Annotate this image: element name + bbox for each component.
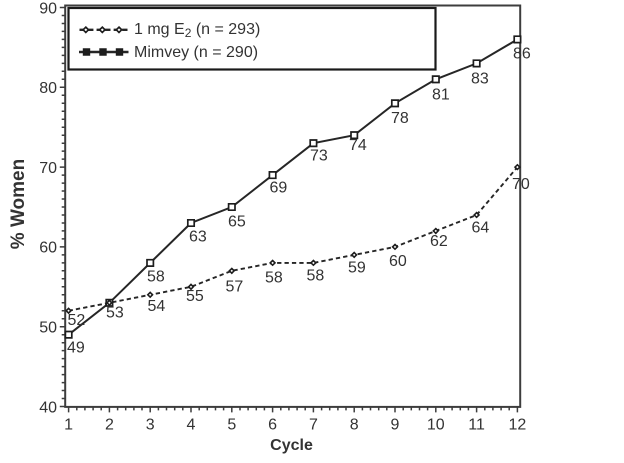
svg-text:1 mg E2 (n = 293): 1 mg E2 (n = 293) [134,21,260,40]
svg-text:69: 69 [270,180,288,197]
svg-text:83: 83 [471,71,489,88]
svg-text:55: 55 [186,288,204,305]
svg-text:10: 10 [427,417,445,434]
svg-text:60: 60 [39,240,57,257]
svg-text:1: 1 [64,417,73,434]
svg-text:4: 4 [187,417,196,434]
svg-text:58: 58 [147,269,165,286]
svg-text:49: 49 [67,340,85,357]
svg-text:Mimvey (n = 290): Mimvey (n = 290) [134,44,258,61]
svg-text:86: 86 [513,46,531,63]
svg-text:7: 7 [309,417,318,434]
svg-text:73: 73 [310,148,328,165]
svg-text:11: 11 [468,417,485,434]
svg-text:54: 54 [148,298,166,315]
svg-text:63: 63 [189,229,207,246]
svg-text:58: 58 [265,270,283,287]
svg-text:Cycle: Cycle [270,437,313,454]
svg-text:% Women: % Women [8,159,29,249]
svg-text:50: 50 [39,320,57,337]
svg-text:64: 64 [472,220,490,237]
svg-text:90: 90 [39,0,57,17]
svg-text:65: 65 [228,214,246,231]
svg-text:81: 81 [432,87,450,104]
svg-text:78: 78 [391,110,409,127]
svg-text:40: 40 [39,399,57,416]
svg-text:52: 52 [68,312,86,329]
svg-text:62: 62 [430,233,448,250]
svg-text:80: 80 [39,80,57,97]
svg-text:3: 3 [146,417,155,434]
svg-text:70: 70 [512,176,530,193]
svg-text:9: 9 [391,417,400,434]
svg-text:6: 6 [268,417,277,434]
svg-text:8: 8 [350,417,359,434]
svg-text:12: 12 [509,417,527,434]
svg-text:57: 57 [226,279,244,296]
svg-text:5: 5 [227,417,236,434]
svg-text:58: 58 [307,268,325,285]
svg-text:60: 60 [389,253,407,270]
svg-text:70: 70 [39,160,57,177]
svg-text:59: 59 [348,260,366,277]
svg-text:2: 2 [105,417,114,434]
svg-text:53: 53 [106,304,124,321]
svg-text:74: 74 [349,137,367,154]
